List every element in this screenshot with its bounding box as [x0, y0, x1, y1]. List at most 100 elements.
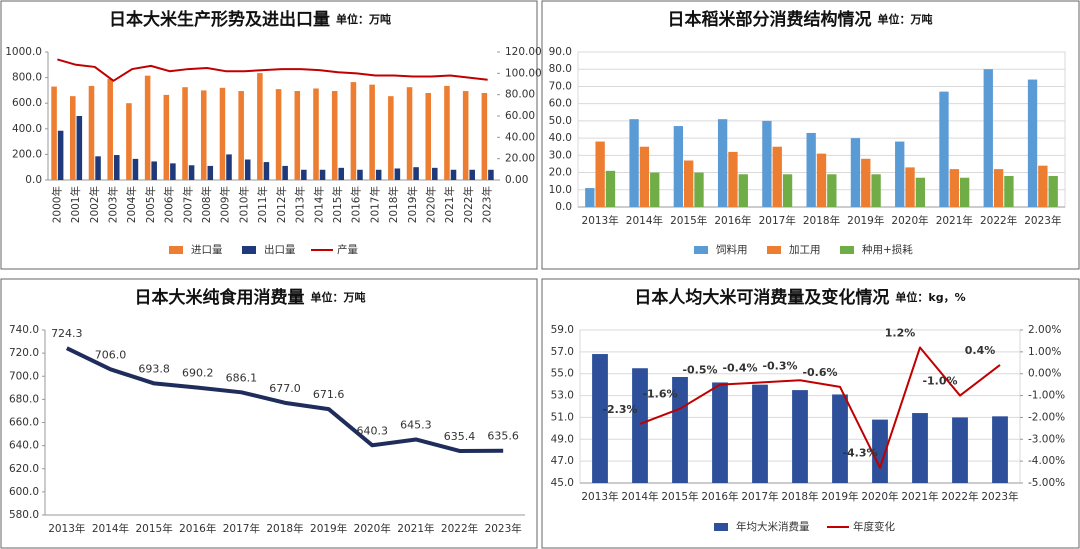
x-tick-label: 2016年: [350, 186, 363, 223]
y2-tick-label: 40.00: [505, 131, 535, 143]
y-tick-label: 50.0: [549, 115, 572, 127]
y-tick-label: 51.0: [551, 411, 574, 423]
y-tick-label: 53.0: [551, 390, 574, 402]
bar: [375, 169, 382, 180]
bar: [673, 126, 684, 207]
x-tick-label: 2021年: [443, 186, 456, 223]
y-tick-label: 70.0: [549, 80, 572, 92]
x-tick-label: 2002年: [88, 186, 101, 223]
legend-label: 种用+损耗: [862, 243, 913, 256]
bar: [650, 172, 660, 207]
bar: [462, 91, 469, 180]
y-tick-label: 40.0: [549, 132, 572, 144]
chart-unit: 单位：万吨: [311, 290, 366, 304]
y2-tick-label: 0.00%: [1028, 368, 1061, 380]
y-tick-label: 600.0: [9, 486, 39, 498]
data-label: 671.6: [313, 388, 345, 401]
bar: [394, 168, 401, 180]
bar: [350, 82, 357, 180]
bar: [992, 416, 1008, 483]
bar: [993, 169, 1004, 207]
x-tick-label: 2012年: [275, 186, 288, 223]
x-tick-label: 2017年: [759, 214, 796, 227]
x-tick-label: 2015年: [670, 214, 707, 227]
bar: [301, 169, 307, 180]
y-tick-label: 680.0: [9, 393, 39, 405]
x-tick-label: 2001年: [69, 186, 82, 223]
x-tick-label: 2021年: [936, 214, 973, 227]
bar: [738, 174, 748, 207]
data-label: -0.3%: [762, 359, 797, 372]
x-tick-label: 2015年: [331, 186, 344, 223]
y-tick-label: 620.0: [9, 463, 39, 475]
bar: [144, 75, 151, 180]
x-tick-label: 2008年: [200, 186, 213, 223]
y2-tick-label: 60.00: [505, 110, 535, 122]
bar: [1004, 176, 1014, 207]
x-tick-label: 2017年: [368, 186, 381, 223]
x-tick-label: 2017年: [741, 490, 778, 503]
bar: [915, 177, 926, 207]
legend-label: 出口量: [264, 243, 296, 256]
bar: [762, 120, 772, 207]
y2-tick-label: 0.00: [505, 174, 528, 186]
x-tick-label: 2022年: [441, 522, 478, 535]
x-tick-label: 2019年: [847, 214, 884, 227]
chart-title: 日本大米纯食用消费量: [135, 287, 305, 308]
x-tick-label: 2013年: [294, 186, 307, 223]
y2-tick-label: 80.00: [505, 89, 535, 101]
x-tick-label: 2010年: [237, 186, 250, 223]
bar: [912, 413, 928, 483]
bar: [872, 419, 888, 483]
x-tick-label: 2021年: [397, 522, 434, 535]
data-label: -1.0%: [922, 375, 957, 388]
y2-tick-label: 100.00: [505, 67, 542, 79]
data-label: 686.1: [226, 371, 258, 384]
bar: [1048, 176, 1058, 207]
y-tick-label: 400.0: [12, 123, 42, 135]
x-tick-label: 2018年: [781, 490, 818, 503]
legend-swatch: [714, 523, 728, 531]
y-tick-label: 740.0: [9, 324, 39, 336]
bar: [132, 158, 139, 180]
bar: [238, 91, 244, 180]
bar: [425, 92, 432, 180]
x-tick-label: 2023年: [485, 522, 522, 535]
x-tick-label: 2013年: [48, 522, 85, 535]
bar: [57, 130, 64, 180]
data-label: 645.3: [400, 418, 432, 431]
x-tick-label: 2016年: [701, 490, 738, 503]
bar: [170, 163, 176, 180]
bar: [219, 87, 226, 180]
data-label: -1.6%: [642, 388, 677, 401]
data-label: -0.6%: [802, 366, 837, 379]
bar: [432, 167, 438, 180]
bar: [861, 158, 871, 207]
chart-unit: 单位：kg，%: [895, 290, 965, 304]
bar: [694, 172, 704, 207]
x-tick-label: 2021年: [901, 490, 938, 503]
bar: [70, 96, 76, 180]
bar: [712, 382, 728, 483]
x-tick-label: 2005年: [144, 186, 157, 223]
bar: [163, 94, 170, 180]
panel: [541, 278, 1080, 549]
x-tick-label: 2023年: [981, 490, 1018, 503]
bar: [488, 169, 494, 180]
x-tick-label: 2020年: [354, 522, 391, 535]
x-tick-label: 2004年: [125, 186, 138, 223]
x-tick-label: 2018年: [266, 522, 303, 535]
bar: [357, 169, 363, 180]
x-tick-label: 2016年: [714, 214, 751, 227]
bar: [113, 155, 120, 180]
x-tick-label: 2023年: [481, 186, 494, 223]
bar: [226, 154, 232, 180]
bar: [338, 167, 345, 180]
bar: [294, 91, 301, 180]
bar: [51, 86, 57, 180]
bar: [684, 160, 694, 207]
chart-title: 日本稻米部分消费结构情况: [668, 9, 872, 30]
legend-swatch: [169, 246, 183, 254]
data-label: -2.3%: [602, 403, 637, 416]
